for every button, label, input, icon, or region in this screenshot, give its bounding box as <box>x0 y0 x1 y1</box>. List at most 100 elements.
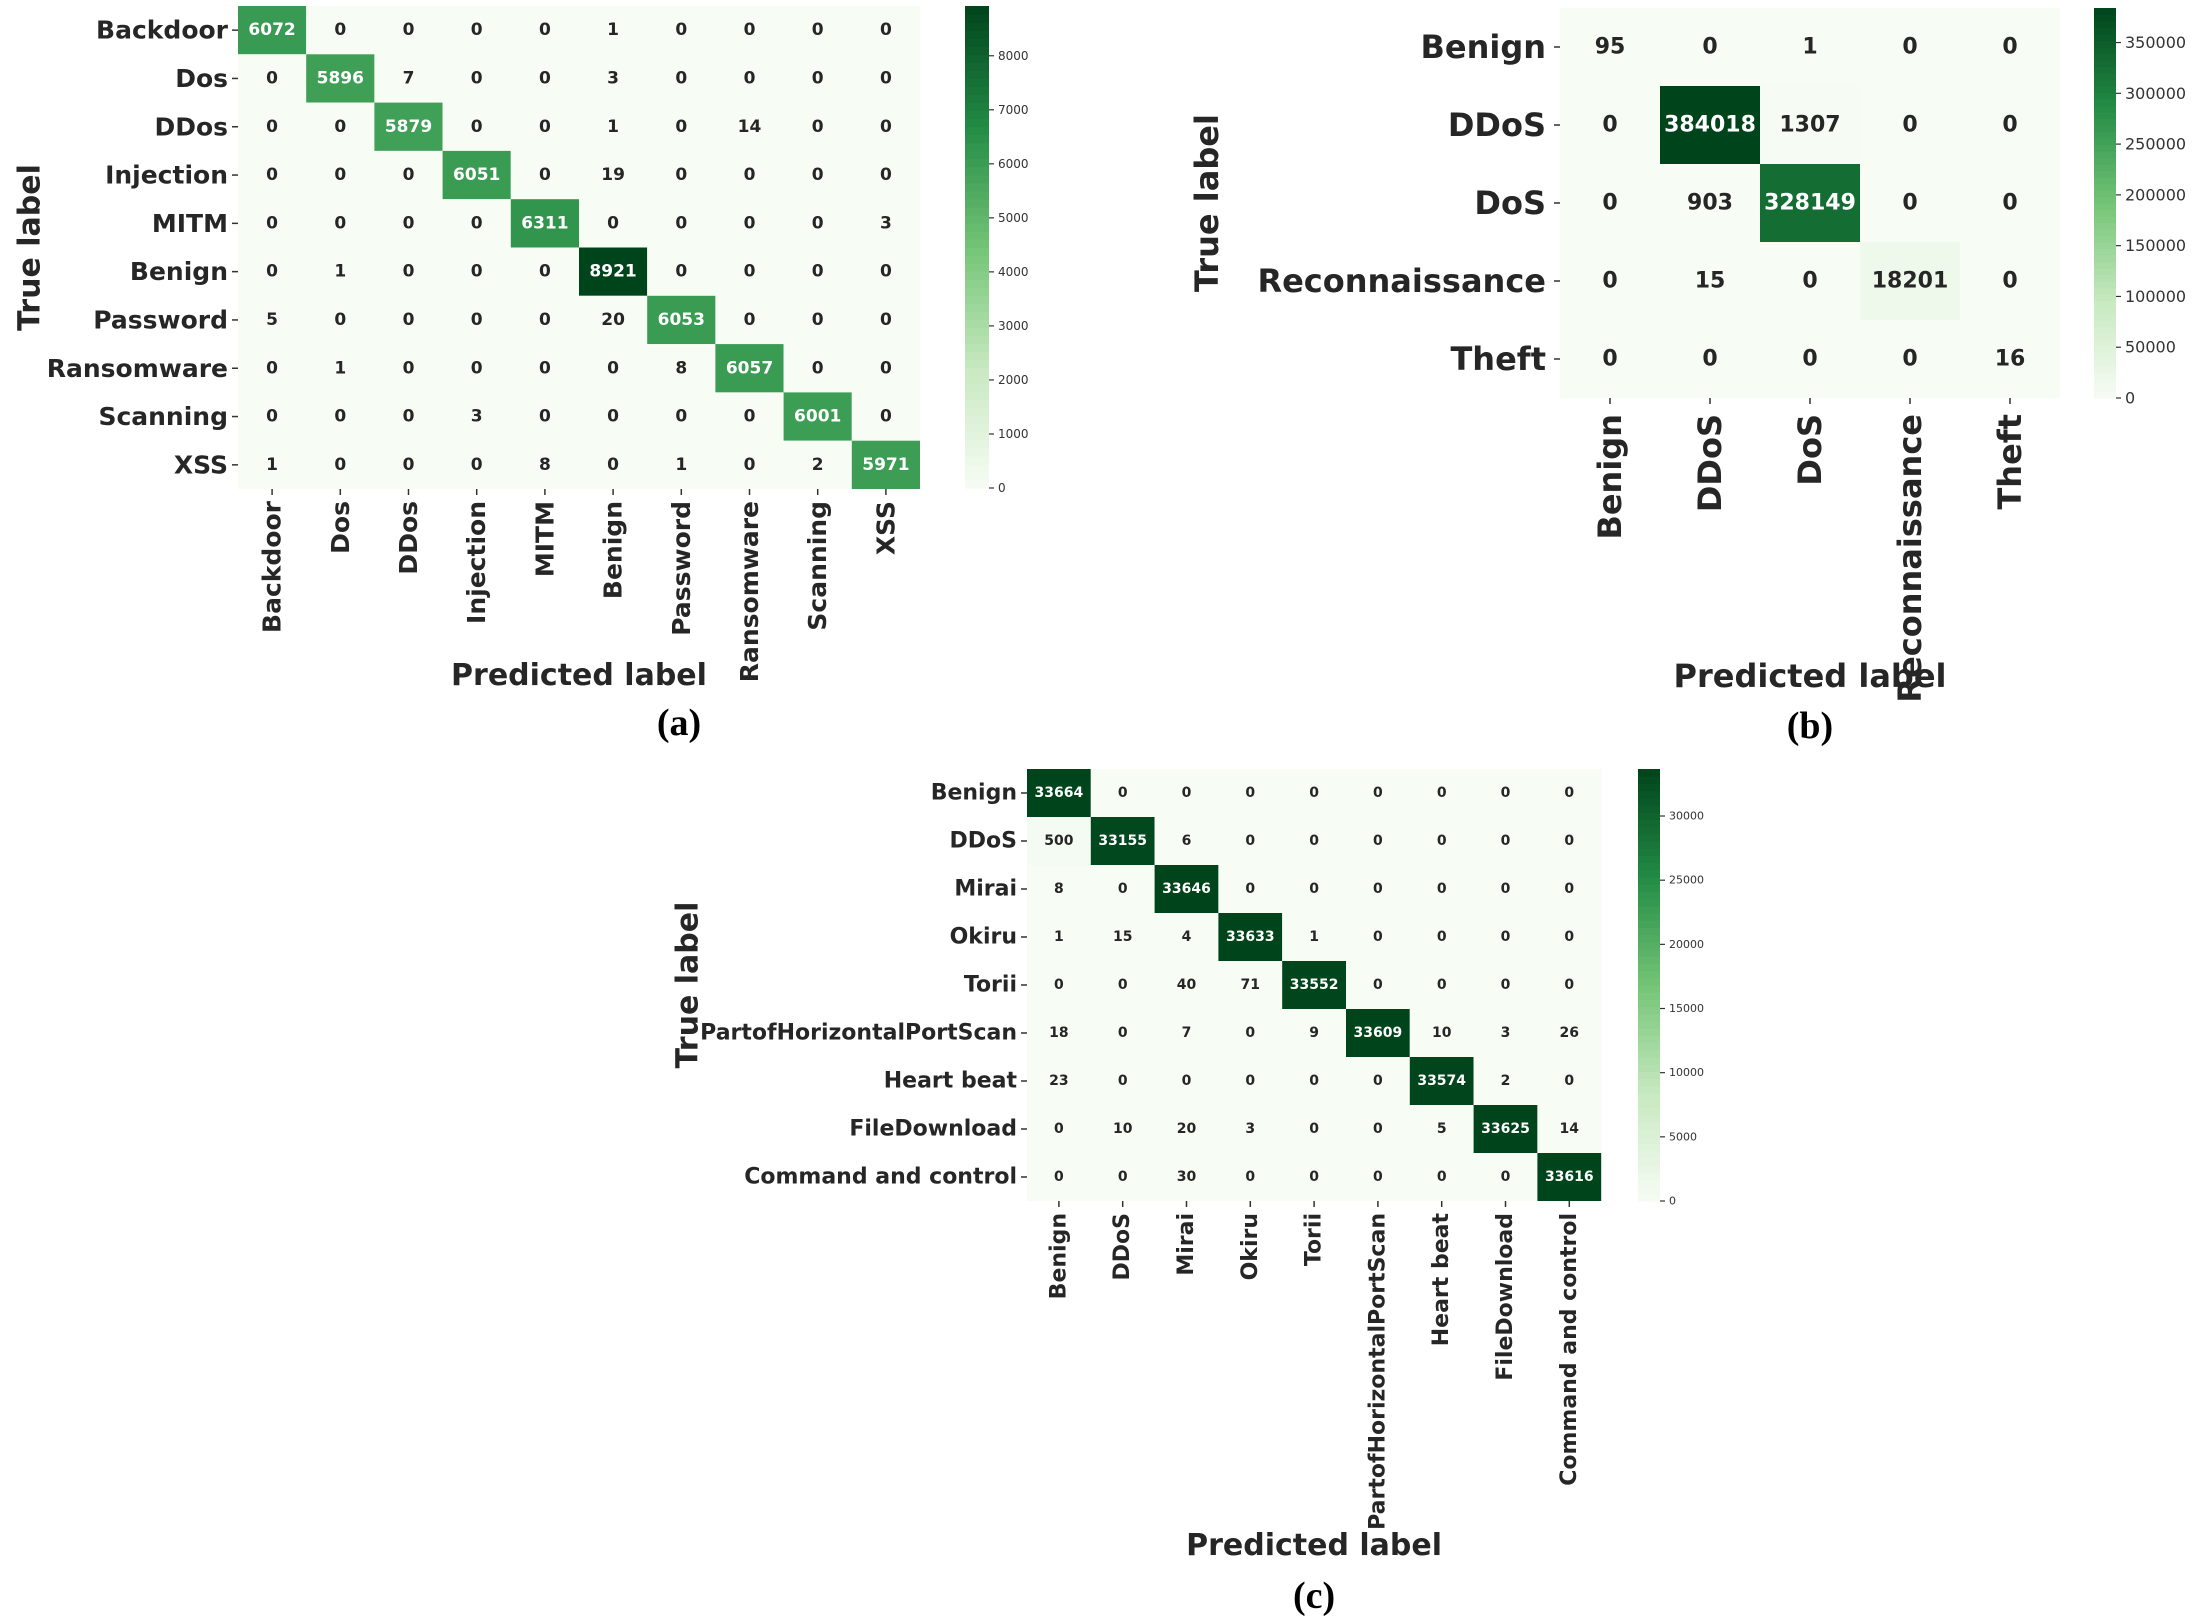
col-label: Benign <box>1046 1213 1071 1299</box>
cell-value: 0 <box>1501 1169 1511 1185</box>
colorbar-segment <box>1638 1064 1660 1072</box>
heatmap-cell <box>1027 1057 1091 1105</box>
y-axis-title: True label <box>1188 114 1226 292</box>
cell-value: 0 <box>539 407 551 427</box>
heatmap-cell <box>1282 961 1346 1009</box>
heatmap-cell <box>579 440 648 489</box>
colorbar-segment <box>965 255 989 264</box>
colorbar-segment <box>965 447 989 457</box>
cell-value: 18201 <box>1872 269 1949 294</box>
colorbar-tick-label: 2000 <box>998 373 1029 387</box>
colorbar-segment <box>1638 934 1660 943</box>
col-label: Password <box>667 501 696 636</box>
heatmap-cell <box>647 392 716 441</box>
heatmap-cell <box>1537 961 1602 1009</box>
cell-value: 384018 <box>1664 113 1756 138</box>
col-label: Dos <box>326 501 355 554</box>
colorbar-segment <box>1638 776 1660 784</box>
confusion-matrix-a: 6072 0 0 0 0 1 0 0 0 00 5896 7 0 0 3 0 0 0 00 0 5879 0 0 1 0 14 0 0… <box>13 6 1029 744</box>
cell-value: 0 <box>1802 269 1817 294</box>
heatmap-cell <box>1090 769 1155 817</box>
colorbar-segment <box>965 86 989 95</box>
cell-value: 0 <box>1309 1121 1319 1137</box>
row-label: Benign <box>931 781 1017 806</box>
colorbar-segment <box>2094 14 2116 22</box>
colorbar-segment <box>2094 53 2116 61</box>
colorbar-segment <box>2094 294 2116 302</box>
colorbar-segment <box>965 367 989 377</box>
col-label: DDos <box>394 501 423 575</box>
colorbar-segment <box>965 38 989 47</box>
cell-value: 0 <box>1902 35 1917 60</box>
heatmap-cell <box>1960 320 2060 398</box>
cell-value: 5879 <box>385 117 432 137</box>
heatmap-cell <box>1960 86 2060 164</box>
colorbar-tick-label: 150000 <box>2125 236 2186 255</box>
colorbar-segment <box>1638 1114 1660 1123</box>
cell-value: 0 <box>403 310 415 330</box>
heatmap-cell <box>1154 961 1219 1009</box>
cell-value: 0 <box>266 262 278 282</box>
heatmap-cell <box>1218 961 1283 1009</box>
colorbar-segment <box>965 415 989 425</box>
cell-value: 16 <box>1995 347 2026 372</box>
colorbar-segment <box>965 158 989 168</box>
colorbar-tick-label: 0 <box>1669 1195 1676 1208</box>
heatmap-cell <box>1218 1105 1283 1153</box>
heatmap-cell <box>1660 164 1760 242</box>
colorbar-segment <box>1638 1150 1660 1159</box>
heatmap-cell <box>1409 817 1474 865</box>
colorbar-segment <box>2094 34 2116 42</box>
cell-value: 0 <box>334 310 346 330</box>
heatmap-cell <box>306 199 375 248</box>
heatmap-cell <box>1218 913 1283 961</box>
cell-value: 0 <box>812 20 824 40</box>
cell-value: 0 <box>1501 977 1511 993</box>
colorbar-segment <box>2094 177 2116 185</box>
heatmap-cell <box>1960 164 2060 242</box>
heatmap-cell <box>1218 1009 1283 1057</box>
col-label: MITM <box>530 501 559 577</box>
colorbar-segment <box>1638 1078 1660 1087</box>
x-axis-title: Predicted label <box>451 658 707 693</box>
colorbar-segment <box>965 54 989 63</box>
colorbar-segment <box>965 78 989 87</box>
cell-value: 0 <box>471 20 483 40</box>
cell-value: 30 <box>1177 1169 1197 1185</box>
colorbar-segment <box>965 319 989 328</box>
cell-value: 0 <box>471 358 483 378</box>
cell-value: 8921 <box>589 262 636 282</box>
colorbar-segment <box>965 134 989 144</box>
heatmap-cell <box>1473 817 1538 865</box>
cell-value: 0 <box>1182 785 1192 801</box>
colorbar-segment <box>1638 1100 1660 1108</box>
cell-value: 0 <box>1602 191 1617 216</box>
colorbar-segment <box>2094 105 2116 113</box>
cell-value: 0 <box>1118 881 1128 897</box>
col-label: Mirai <box>1174 1213 1199 1276</box>
cell-value: 0 <box>1702 347 1717 372</box>
cell-value: 14 <box>1560 1121 1580 1137</box>
cell-value: 0 <box>880 20 892 40</box>
heatmap-cell <box>783 440 852 489</box>
heatmap-cell <box>238 6 307 55</box>
heatmap-cell <box>1473 913 1538 961</box>
cell-value: 0 <box>1602 347 1617 372</box>
cell-value: 0 <box>880 310 892 330</box>
x-axis-title: Predicted label <box>1186 1528 1442 1563</box>
heatmap-cell <box>1409 1057 1474 1105</box>
heatmap-cell <box>442 440 511 489</box>
colorbar-segment <box>965 399 989 409</box>
colorbar-segment <box>1638 1157 1660 1166</box>
cell-value: 0 <box>334 117 346 137</box>
cell-value: 0 <box>1245 1025 1255 1041</box>
cell-value: 0 <box>1501 881 1511 897</box>
colorbar-segment <box>2094 300 2116 308</box>
col-label: Command and control <box>1557 1213 1582 1486</box>
colorbar-segment <box>1638 769 1660 777</box>
heatmap-cell <box>851 54 920 103</box>
heatmap-cell <box>715 6 784 55</box>
colorbar-segment <box>2094 66 2116 74</box>
heatmap-cell <box>1660 242 1760 320</box>
